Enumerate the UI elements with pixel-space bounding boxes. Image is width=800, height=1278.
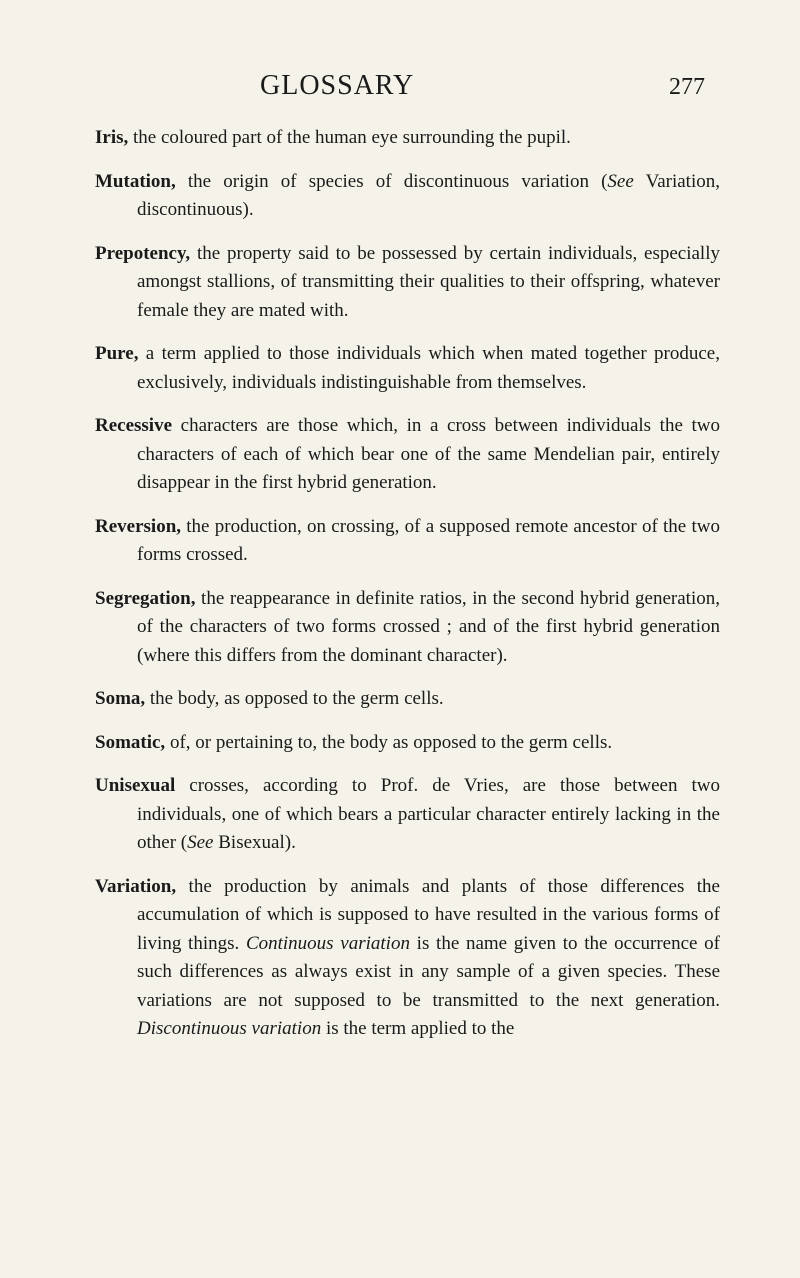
glossary-entry: Soma, the body, as opposed to the germ c… (95, 685, 720, 714)
term: Soma, (95, 688, 145, 709)
glossary-entry: Somatic, of, or pertaining to, the body … (95, 729, 720, 758)
term: Variation, (95, 876, 176, 897)
definition: the origin of species of discontinuous v… (137, 171, 720, 221)
page-number: 277 (669, 74, 705, 101)
glossary-entry: Recessive characters are those which, in… (95, 412, 720, 498)
term: Unisexual (95, 775, 175, 796)
definition: the production by animals and plants of … (137, 876, 720, 1040)
term: Iris, (95, 127, 128, 148)
definition: the coloured part of the human eye surro… (128, 127, 571, 148)
glossary-entry: Mutation, the origin of species of disco… (95, 168, 720, 225)
definition: the production, on crossing, of a suppos… (137, 516, 720, 566)
term: Somatic, (95, 732, 165, 753)
term: Pure, (95, 343, 138, 364)
glossary-entry: Unisexual crosses, according to Prof. de… (95, 772, 720, 858)
definition: crosses, according to Prof. de Vries, ar… (137, 775, 720, 853)
definition: characters are those which, in a cross b… (137, 415, 720, 493)
definition: the property said to be possessed by cer… (137, 243, 720, 321)
page-header: GLOSSARY 277 (95, 70, 720, 102)
definition: a term applied to those individuals whic… (137, 343, 720, 393)
glossary-entry: Segregation, the reappearance in definit… (95, 585, 720, 671)
glossary-entry: Iris, the coloured part of the human eye… (95, 124, 720, 153)
term: Segregation, (95, 588, 195, 609)
glossary-entry: Pure, a term applied to those individual… (95, 340, 720, 397)
term: Prepotency, (95, 243, 190, 264)
glossary-entry: Reversion, the production, on crossing, … (95, 513, 720, 570)
page-container: GLOSSARY 277 Iris, the coloured part of … (0, 0, 800, 1119)
definition: the reappearance in definite ratios, in … (137, 588, 720, 666)
term: Mutation, (95, 171, 176, 192)
term: Recessive (95, 415, 172, 436)
definition: of, or pertaining to, the body as oppose… (165, 732, 612, 753)
page-title: GLOSSARY (260, 70, 414, 102)
term: Reversion, (95, 516, 181, 537)
glossary-entry: Variation, the production by animals and… (95, 873, 720, 1044)
definition: the body, as opposed to the germ cells. (145, 688, 443, 709)
glossary-entry: Prepotency, the property said to be poss… (95, 240, 720, 326)
